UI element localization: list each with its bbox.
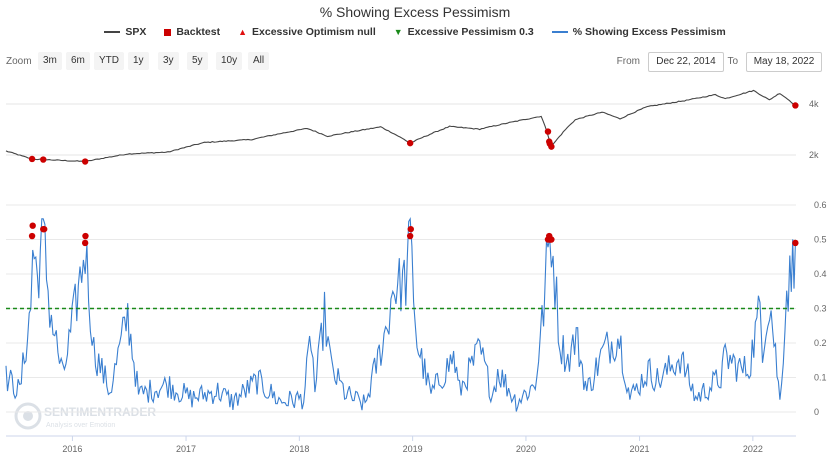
- backtest-point-spx: [81, 158, 89, 165]
- x-tick-label: 2017: [176, 444, 196, 454]
- zoom-5y-button[interactable]: 5y: [187, 52, 208, 70]
- range-toolbar: Zoom 3m 6m YTD 1y 3y 5y 10y All From Dec…: [6, 52, 822, 72]
- pess-tick-label: 0.3: [814, 304, 827, 314]
- backtest-point-pessimism: [28, 232, 36, 240]
- legend-label: SPX: [125, 26, 147, 38]
- zoom-10y-button[interactable]: 10y: [216, 52, 243, 70]
- legend-label: Excessive Pessimism 0.3: [407, 26, 534, 38]
- legend-item-spx[interactable]: SPX: [104, 26, 146, 38]
- backtest-point-pessimism: [81, 239, 89, 247]
- pess-tick-label: 0.1: [814, 373, 827, 383]
- backtest-point-spx: [28, 155, 36, 163]
- zoom-label: Zoom: [6, 56, 32, 67]
- pess-tick-label: 0.6: [814, 200, 827, 210]
- line-swatch-icon: [551, 31, 568, 33]
- legend-item-excessive-optimism[interactable]: ▲ Excessive Optimism null: [238, 26, 376, 38]
- triangle-down-icon: ▼: [393, 27, 403, 37]
- spx-tick-label: 4k: [809, 99, 819, 109]
- backtest-point-pessimism: [406, 232, 414, 240]
- legend-label: Excessive Optimism null: [252, 26, 376, 38]
- from-date-input[interactable]: Dec 22, 2014: [648, 52, 724, 72]
- square-swatch-icon: [164, 28, 172, 36]
- legend-label: Backtest: [176, 26, 221, 38]
- backtest-point-pessimism: [548, 236, 555, 243]
- zoom-3y-button[interactable]: 3y: [158, 52, 179, 70]
- zoom-1y-button[interactable]: 1y: [128, 52, 149, 70]
- pess-tick-label: 0: [814, 407, 819, 417]
- pess-tick-label: 0.5: [814, 235, 827, 245]
- line-swatch-icon: [104, 31, 121, 33]
- from-label: From: [616, 56, 640, 67]
- x-tick-label: 2016: [62, 444, 82, 454]
- x-tick-label: 2019: [403, 444, 423, 454]
- backtest-point-spx: [548, 143, 555, 150]
- x-tick-label: 2022: [743, 444, 763, 454]
- backtest-point-spx: [792, 102, 799, 109]
- legend-item-pct-pessimism[interactable]: % Showing Excess Pessimism: [551, 26, 726, 38]
- legend-label: % Showing Excess Pessimism: [572, 26, 726, 38]
- to-date-input[interactable]: May 18, 2022: [746, 52, 822, 72]
- x-tick-label: 2018: [289, 444, 309, 454]
- backtest-point-pessimism: [407, 225, 414, 233]
- triangle-up-icon: ▲: [238, 27, 248, 37]
- pess-tick-label: 0.4: [814, 269, 827, 279]
- pess-tick-label: 0.2: [814, 338, 827, 348]
- backtest-point-pessimism: [792, 239, 799, 247]
- zoom-all-button[interactable]: All: [248, 52, 270, 70]
- spx-tick-label: 2k: [809, 150, 819, 160]
- backtest-point-spx: [406, 139, 414, 147]
- pessimism-series-line: [5, 217, 796, 412]
- legend-item-excessive-pessimism[interactable]: ▼ Excessive Pessimism 0.3: [394, 26, 534, 38]
- backtest-point-spx: [544, 128, 552, 135]
- watermark-logo: SENTIMENTRADER Analysis over Emotion: [14, 402, 156, 430]
- watermark-tagline: Analysis over Emotion: [46, 422, 115, 429]
- backtest-point-pessimism: [82, 232, 89, 240]
- spx-series-line: [5, 89, 796, 163]
- chart-title: % Showing Excess Pessimism: [319, 4, 511, 20]
- zoom-ytd-button[interactable]: YTD: [94, 52, 124, 70]
- zoom-6m-button[interactable]: 6m: [66, 52, 90, 70]
- zoom-3m-button[interactable]: 3m: [38, 52, 62, 70]
- backtest-point-pessimism: [40, 225, 48, 233]
- legend: SPX Backtest ▲ Excessive Optimism null ▼…: [0, 26, 830, 38]
- to-label: To: [727, 56, 738, 67]
- legend-item-backtest[interactable]: Backtest: [164, 26, 220, 38]
- backtest-point-spx: [40, 156, 47, 163]
- x-tick-label: 2020: [516, 444, 536, 454]
- x-tick-label: 2021: [630, 444, 650, 454]
- backtest-point-pessimism: [29, 222, 36, 229]
